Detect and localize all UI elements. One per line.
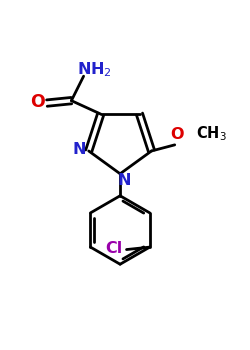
Text: O: O — [170, 127, 184, 142]
Text: CH$_3$: CH$_3$ — [196, 124, 227, 143]
Text: N: N — [73, 142, 86, 157]
Text: O: O — [30, 93, 45, 111]
Text: N: N — [118, 173, 131, 188]
Text: NH$_2$: NH$_2$ — [76, 60, 111, 79]
Text: Cl: Cl — [105, 241, 122, 256]
